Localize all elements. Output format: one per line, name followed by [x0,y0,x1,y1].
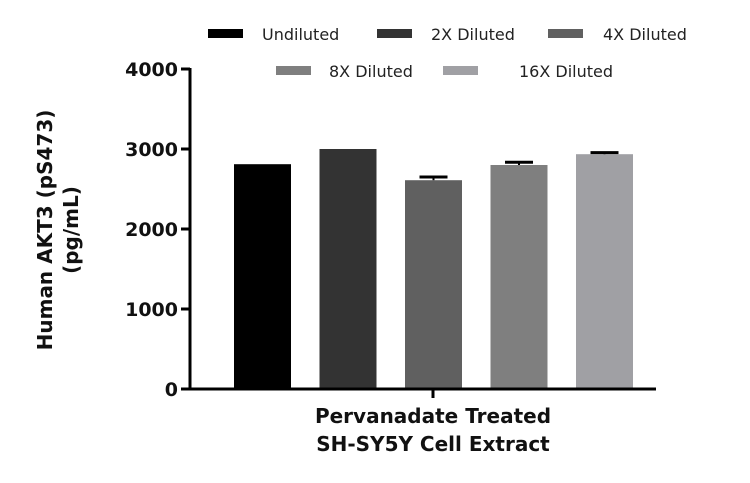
bar-2x-diluted [319,149,377,389]
y-axis-title-line1: Human AKT3 (pS473) [33,110,57,351]
y-tick-label-2000: 2000 [125,219,178,241]
legend-item-2x-diluted: 2X Diluted [377,25,515,44]
bar-8x-diluted [490,165,548,389]
legend-label-8x-diluted: 8X Diluted [329,62,413,81]
legend-swatch-4x-diluted [548,29,583,38]
legend-label-4x-diluted: 4X Diluted [603,25,687,44]
legend-label-2x-diluted: 2X Diluted [431,25,515,44]
y-axis-title: Human AKT3 (pS473) (pg/mL) [33,110,83,351]
y-tick-label-3000: 3000 [125,139,178,161]
y-tick-label-1000: 1000 [125,299,178,321]
legend-swatch-16x-diluted [443,66,478,75]
legend-label-16x-diluted: 16X Diluted [519,62,613,81]
y-axis: 4000 3000 2000 1000 0 [125,59,192,401]
legend-swatch-2x-diluted [377,29,412,38]
bar-undiluted [234,164,291,389]
legend-swatch-undiluted [208,29,243,38]
legend-item-undiluted: Undiluted [208,25,339,44]
legend-item-4x-diluted: 4X Diluted [548,25,687,44]
x-axis-title-line1: Pervanadate Treated [315,404,551,428]
y-tick-label-4000: 4000 [125,59,178,81]
y-tick-label-0: 0 [165,379,178,401]
legend-item-16x-diluted: 16X Diluted [443,62,613,81]
x-axis: Pervanadate Treated SH-SY5Y Cell Extract [189,387,656,456]
legend-item-8x-diluted: 8X Diluted [276,62,413,81]
bars [234,149,633,389]
legend-label-undiluted: Undiluted [262,25,339,44]
bar-4x-diluted [405,180,462,389]
y-axis-title-line2: (pg/mL) [59,186,83,274]
legend-swatch-8x-diluted [276,66,311,75]
x-axis-title-line2: SH-SY5Y Cell Extract [316,432,550,456]
bar-16x-diluted [576,154,633,389]
legend: Undiluted 2X Diluted 4X Diluted 8X Dilut… [208,25,687,81]
